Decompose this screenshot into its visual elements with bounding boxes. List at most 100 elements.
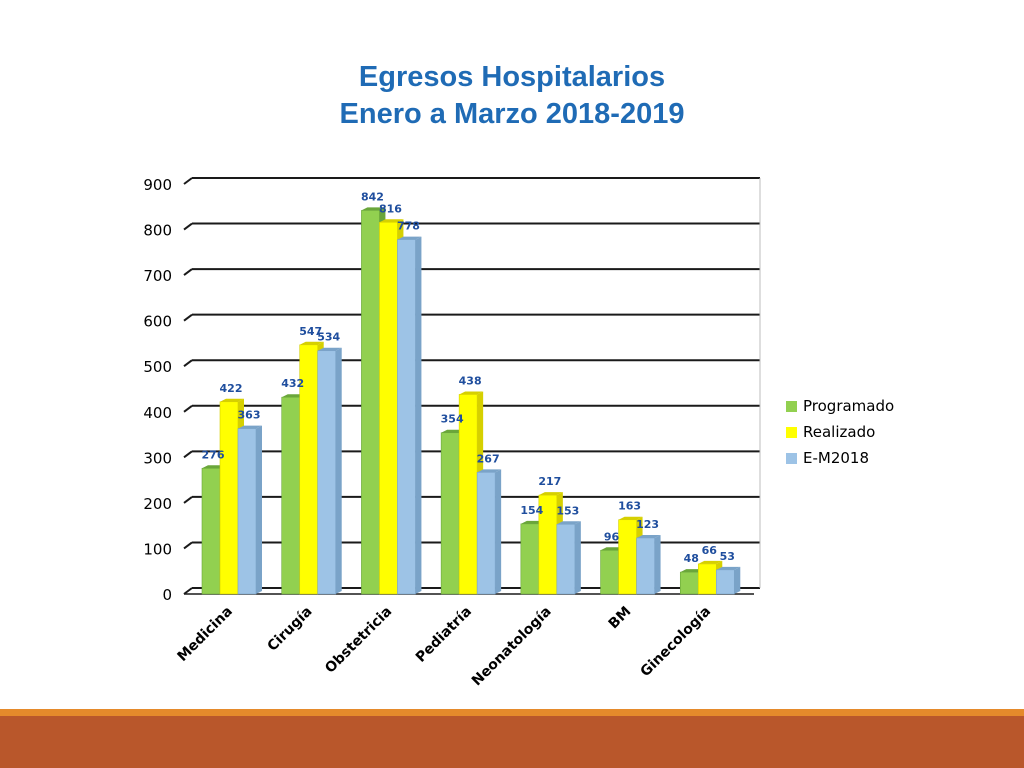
bar-programado <box>361 210 380 595</box>
data-label-programado: 96 <box>604 530 620 543</box>
bar-side-em2018 <box>654 534 661 594</box>
bar-em2018 <box>237 428 257 595</box>
bar-side-em2018 <box>415 236 422 595</box>
data-label-realizado: 547 <box>299 325 322 338</box>
bar-top-em2018 <box>716 566 741 570</box>
y-tick-label: 100 <box>143 540 172 558</box>
bar-side-em2018 <box>335 347 342 594</box>
data-label-em2018: 123 <box>636 518 659 531</box>
legend-item-programado: Programado <box>786 393 894 419</box>
data-label-em2018: 53 <box>720 550 735 563</box>
y-tick-label: 900 <box>143 176 172 194</box>
bar-programado <box>440 432 460 595</box>
bar-top-em2018 <box>636 534 661 538</box>
bar-programado <box>600 549 619 595</box>
bar-realizado <box>697 563 717 595</box>
bar-top-em2018 <box>556 521 581 525</box>
legend-label-programado: Programado <box>803 397 895 415</box>
y-tick-label: 200 <box>143 495 172 513</box>
y-tick-label: 300 <box>143 449 172 467</box>
bars <box>201 207 741 595</box>
bar-programado <box>520 523 540 595</box>
legend-item-em2018: E-M2018 <box>786 445 894 471</box>
data-label-programado: 842 <box>361 190 384 203</box>
bar-top-realizado <box>379 219 404 223</box>
legend-swatch-realizado <box>786 426 797 438</box>
gridline-side <box>183 313 193 322</box>
footer-band <box>0 716 1024 768</box>
bar-top-realizado <box>698 560 723 564</box>
y-tick-label: 800 <box>143 222 172 240</box>
bar-top-realizado <box>459 391 484 395</box>
legend-item-realizado: Realizado <box>786 419 894 445</box>
y-tick-label: 700 <box>143 267 172 285</box>
data-label-em2018: 153 <box>556 504 579 517</box>
x-tick-label: Neonatología <box>469 604 555 690</box>
gridline-side <box>183 268 193 276</box>
chart-title-line-1: Egresos Hospitalarios <box>358 61 666 93</box>
bar-side-em2018 <box>574 521 581 594</box>
legend-label-em2018: E-M2018 <box>803 449 870 467</box>
bar-top-em2018 <box>317 347 342 351</box>
legend: Programado Realizado E-M2018 <box>786 393 894 471</box>
bar-em2018 <box>556 523 576 595</box>
data-label-realizado: 816 <box>379 202 402 215</box>
chart-title-line-2: Enero a Marzo 2018-2019 <box>339 98 685 130</box>
bar-em2018 <box>476 472 496 595</box>
legend-swatch-em2018 <box>786 452 797 464</box>
data-label-em2018: 534 <box>317 331 340 344</box>
data-label-em2018: 363 <box>238 409 261 422</box>
data-label-realizado: 66 <box>702 544 718 557</box>
bar-top-realizado <box>299 341 324 345</box>
x-tick-label: Ginecología <box>637 604 714 681</box>
bar-top-em2018 <box>397 236 422 240</box>
bar-top-em2018 <box>238 425 262 429</box>
bar-side-em2018 <box>256 425 262 594</box>
bar-top-programado <box>361 207 386 211</box>
y-tick-label: 600 <box>143 313 172 331</box>
y-tick-label: 400 <box>143 404 172 422</box>
gridline-side <box>183 177 193 185</box>
bar-realizado <box>618 519 637 595</box>
bar-top-realizado <box>220 398 244 402</box>
data-label-programado: 154 <box>520 504 543 517</box>
gridline-side <box>183 404 193 413</box>
x-tick-label: BM <box>606 604 635 633</box>
data-label-em2018: 267 <box>477 452 500 465</box>
data-label-realizado: 217 <box>538 475 561 488</box>
bar-top-em2018 <box>477 469 502 473</box>
bar-programado <box>281 396 301 595</box>
x-tick-label: Pediatría <box>413 604 475 666</box>
y-tick-label: 500 <box>143 358 172 376</box>
data-label-realizado: 438 <box>459 374 482 387</box>
x-tick-label: Cirugía <box>264 604 315 655</box>
legend-swatch-programado <box>786 400 797 412</box>
gridline-side <box>183 359 193 368</box>
x-axis-ticks: Medicina Cirugía Obstetricia PediatríaNeona… <box>174 604 714 690</box>
bar-em2018 <box>715 569 735 595</box>
data-label-programado: 354 <box>441 413 464 426</box>
bar-top-realizado <box>618 516 643 520</box>
x-tick-label: Obstetricia <box>322 604 395 677</box>
x-tick-label: Medicina <box>174 604 235 665</box>
gridline-side <box>183 541 193 550</box>
bar-programado <box>201 467 221 595</box>
data-label-programado: 276 <box>202 448 225 461</box>
gridline-side <box>183 587 193 595</box>
data-label-programado: 432 <box>281 377 304 390</box>
bar-programado <box>679 571 699 595</box>
y-tick-label: 0 <box>162 586 172 604</box>
data-label-em2018: 778 <box>397 220 420 233</box>
bar-chart: 0 100 200 300 400 500 600 700 800 900 276 422 363 43… <box>143 176 761 690</box>
data-label-realizado: 163 <box>618 500 641 513</box>
y-axis-ticks: 0 100 200 300 400 500 600 700 800 900 <box>143 176 172 604</box>
data-label-programado: 48 <box>684 552 699 565</box>
bar-em2018 <box>636 537 655 595</box>
legend-label-realizado: Realizado <box>803 423 876 441</box>
bar-side-em2018 <box>734 566 741 594</box>
gridline-side <box>183 450 193 459</box>
bar-top-realizado <box>538 492 563 496</box>
footer-accent-line <box>0 709 1024 716</box>
